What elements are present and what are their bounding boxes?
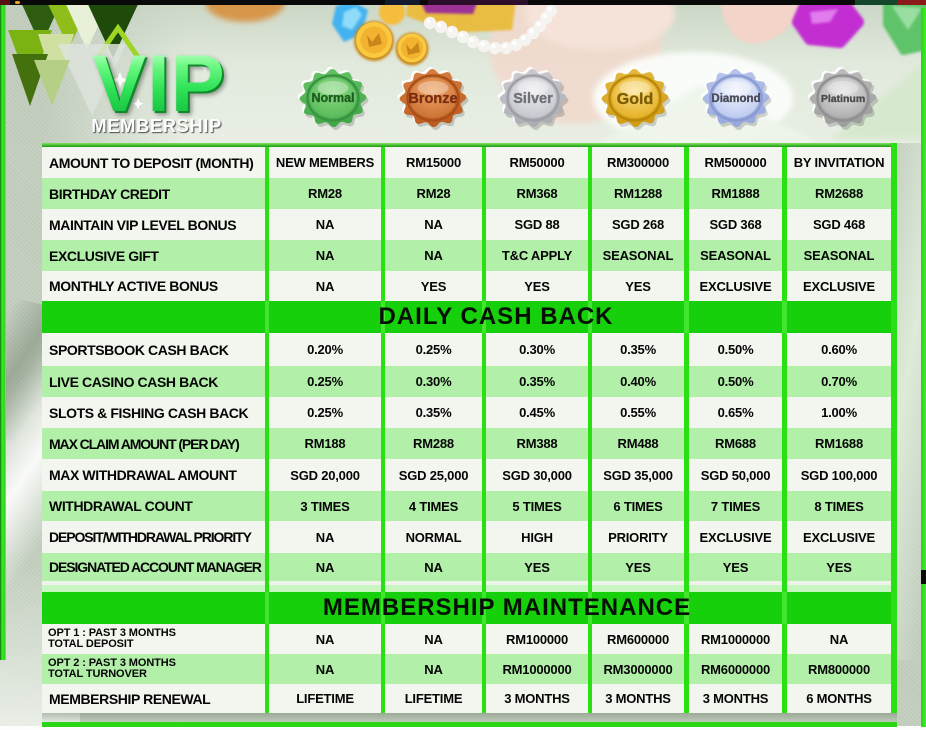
svg-text:Normal: Normal (311, 91, 354, 105)
svg-text:Bronze: Bronze (408, 91, 457, 107)
svg-text:Silver: Silver (513, 91, 553, 107)
svg-text:Diamond: Diamond (711, 93, 760, 105)
svg-text:Platinum: Platinum (821, 93, 865, 105)
svg-text:Gold: Gold (617, 91, 653, 108)
